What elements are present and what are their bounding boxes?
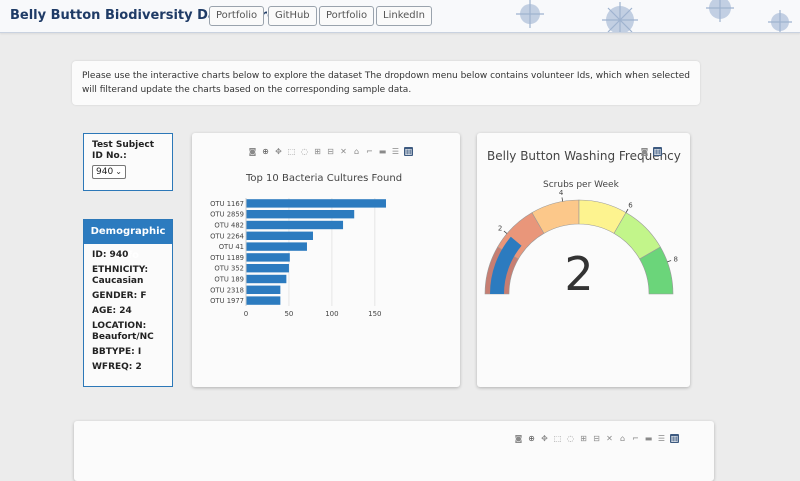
autoscale-icon[interactable]: ✕ [340,147,347,156]
nav-portfolio-button-2[interactable]: Portfolio [319,6,375,26]
bubble-chart-card: ◙ ⊕ ✥ ⬚ ◌ ⊞ ⊟ ✕ ⌂ ⌐ ▬ ☰ ▥ [74,421,714,481]
gauge-tick [503,230,508,234]
bar-mark[interactable] [246,253,290,262]
hover-closest-icon[interactable]: ▬ [378,147,387,156]
gauge-value-bar[interactable] [490,236,522,294]
hover-compare-icon[interactable]: ☰ [391,147,400,156]
demo-ethnicity: ETHNICITY: Caucasian [92,265,149,286]
demographic-card: Demographic Info ID: 940 ETHNICITY: Cauc… [83,219,173,387]
spike-lines-icon[interactable]: ⌐ [632,434,639,443]
virus-banner-image [516,0,792,32]
gauge-tick-label: 8 [674,255,678,263]
plotly-logo-icon[interactable]: ▥ [670,434,679,443]
camera-icon[interactable]: ◙ [640,147,649,156]
home-icon[interactable]: ⌂ [619,434,626,443]
bar-mark[interactable] [246,220,344,230]
gauge-value-text: 2 [564,247,593,301]
bar-chart-plot: 0 50 100 150 OTU 1167 OTU 2859 OTU 482 OTU 2264… [210,198,386,318]
box-select-icon[interactable]: ⬚ [287,147,296,156]
bar-y-tick-label: OTU 352 [214,265,244,273]
hover-compare-icon[interactable]: ☰ [657,434,666,443]
gauge-tick-label: 4 [559,189,564,197]
subject-id-value: 940 [96,167,114,177]
bar-x-tick-label: 100 [325,310,338,318]
demo-bbtype: BBTYPE: I [92,347,142,357]
bar-y-tick-label: OTU 1189 [210,254,244,262]
lasso-icon[interactable]: ◌ [301,147,308,156]
autoscale-icon[interactable]: ✕ [606,434,613,443]
bar-y-tick-label: OTU 1977 [210,297,244,305]
pan-icon[interactable]: ✥ [541,434,548,443]
bar-modebar: ◙ ⊕ ✥ ⬚ ◌ ⊞ ⊟ ✕ ⌂ ⌐ ▬ ☰ ▥ [248,147,413,156]
bar-y-tick-label: OTU 482 [214,222,244,230]
bar-y-tick-label: OTU 2859 [210,211,244,219]
bar-mark[interactable] [246,199,386,208]
nav-linkedin-button[interactable]: LinkedIn [376,6,432,26]
gauge-band [639,246,674,295]
demo-location: LOCATION: Beaufort/NC [92,321,154,342]
bar-mark[interactable] [246,264,289,273]
gauge-tick-label: 6 [628,201,633,209]
bar-y-tick-label: OTU 2318 [210,286,244,294]
bar-y-tick-label: OTU 189 [214,276,244,284]
bar-mark[interactable] [246,274,287,284]
bar-mark[interactable] [246,231,313,240]
subject-selector-label: Test Subject ID No.: [92,140,154,161]
zoom-out-icon[interactable]: ⊟ [593,434,600,443]
gauge-subtitle: Scrubs per Week [543,180,619,190]
plotly-logo-icon[interactable]: ▥ [404,147,413,156]
gauge-modebar: ◙ ▥ [640,147,662,156]
demo-gender: GENDER: F [92,291,147,301]
subject-id-dropdown[interactable]: 940 ⌄ [92,165,126,179]
nav-portfolio-button[interactable]: Portfolio [209,6,265,26]
camera-icon[interactable]: ◙ [248,147,257,156]
bar-mark[interactable] [246,296,281,305]
box-select-icon[interactable]: ⬚ [553,434,562,443]
home-icon[interactable]: ⌂ [353,147,360,156]
pan-icon[interactable]: ✥ [275,147,282,156]
intro-text: Please use the interactive charts below … [82,71,690,95]
gauge-chart-card: Belly Button Washing Frequency ◙ ▥ Scrub… [477,133,690,387]
chevron-down-icon: ⌄ [115,167,122,176]
nav-github-button[interactable]: GitHub [268,6,317,26]
bar-x-tick-label: 0 [244,310,248,318]
bar-mark[interactable] [246,242,307,251]
hover-closest-icon[interactable]: ▬ [644,434,653,443]
demo-age: AGE: 24 [92,306,132,316]
zoom-out-icon[interactable]: ⊟ [327,147,334,156]
bar-mark[interactable] [246,285,281,294]
spike-lines-icon[interactable]: ⌐ [366,147,373,156]
gauge-tick [625,208,629,213]
intro-box: Please use the interactive charts below … [72,61,700,105]
navbar: Belly Button Biodiversity Dashboard Port… [0,0,800,33]
zoom-in-icon[interactable]: ⊞ [314,147,321,156]
bar-y-tick-label: OTU 2264 [210,232,244,240]
zoom-icon[interactable]: ⊕ [528,434,535,443]
lasso-icon[interactable]: ◌ [567,434,574,443]
demo-wfreq: WFREQ: 2 [92,362,142,372]
plotly-logo-icon[interactable]: ▥ [653,147,662,156]
gauge-tick [667,260,672,263]
gauge-tick-label: 2 [498,224,502,232]
demographic-title: Demographic Info [84,220,172,261]
bar-x-tick-label: 50 [284,310,293,318]
bar-x-tick-label: 150 [368,310,381,318]
demo-id: ID: 940 [92,250,129,260]
zoom-icon[interactable]: ⊕ [262,147,269,156]
subject-selector-card: Test Subject ID No.: 940 ⌄ [83,133,173,191]
camera-icon[interactable]: ◙ [514,434,523,443]
bubble-modebar: ◙ ⊕ ✥ ⬚ ◌ ⊞ ⊟ ✕ ⌂ ⌐ ▬ ☰ ▥ [514,434,679,443]
bar-y-tick-label: OTU 41 [219,243,244,251]
bar-chart-title: Top 10 Bacteria Cultures Found [246,173,403,184]
gauge-plot: 2 4 6 8 2 [484,189,678,301]
bar-mark[interactable] [246,210,355,219]
bar-chart-card: ◙ ⊕ ✥ ⬚ ◌ ⊞ ⊟ ✕ ⌂ ⌐ ▬ ☰ ▥ Top 10 Bacteri… [192,133,460,387]
zoom-in-icon[interactable]: ⊞ [580,434,587,443]
gauge-tick [561,197,564,202]
gauge-title: Belly Button Washing Frequency [487,149,681,163]
bar-y-tick-label: OTU 1167 [210,200,244,208]
